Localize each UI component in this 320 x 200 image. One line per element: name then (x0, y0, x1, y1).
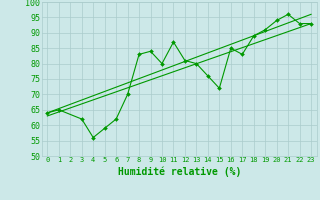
X-axis label: Humidité relative (%): Humidité relative (%) (117, 166, 241, 177)
